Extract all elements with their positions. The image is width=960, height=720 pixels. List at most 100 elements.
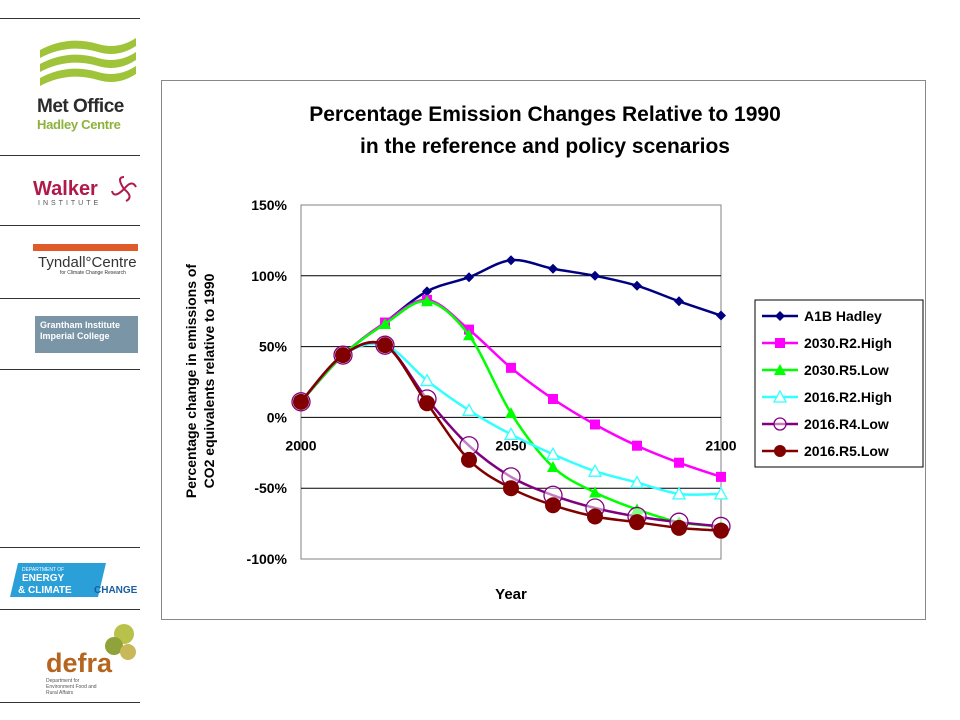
divider xyxy=(0,298,140,299)
data-point xyxy=(772,389,788,403)
divider xyxy=(0,18,140,19)
data-point xyxy=(590,270,600,281)
x-tick-label: 2100 xyxy=(705,437,736,453)
legend-entry: 2016.R5.Low xyxy=(762,443,889,459)
y-tick-label: 0% xyxy=(267,409,288,425)
data-point xyxy=(773,417,787,431)
grantham-line2: Imperial College xyxy=(40,331,110,341)
decc-line1: DEPARTMENT OF xyxy=(22,567,64,573)
data-point xyxy=(419,395,435,412)
x-tick-label: 2050 xyxy=(495,437,526,453)
data-point xyxy=(421,295,433,307)
y-tick-labels: 150% 100% 50% 0% -50% -100% xyxy=(247,197,288,567)
data-point xyxy=(775,338,785,348)
legend-label: A1B Hadley xyxy=(804,308,882,324)
grantham-line1: Grantham Institute xyxy=(40,320,121,330)
series-2016.R5.Low xyxy=(293,337,729,539)
legend-box xyxy=(754,299,924,468)
data-point xyxy=(674,296,684,307)
data-point xyxy=(629,514,645,531)
legend-entry: 2016.R2.High xyxy=(762,389,892,405)
y-tick-label: 150% xyxy=(251,197,287,213)
data-point xyxy=(461,451,477,468)
data-point xyxy=(775,311,785,321)
legend-label: 2016.R4.Low xyxy=(804,416,889,432)
data-point xyxy=(377,337,393,354)
decc-logo: DEPARTMENT OF ENERGY & CLIMATE CHANGE xyxy=(10,563,138,597)
data-point xyxy=(506,362,516,373)
walker-title: Walker xyxy=(33,178,98,200)
chart-frame: Percentage Emission Changes Relative to … xyxy=(161,80,926,620)
legend-entry: A1B Hadley xyxy=(762,308,882,324)
decc-line2: ENERGY xyxy=(22,573,65,584)
divider xyxy=(0,369,140,370)
data-point xyxy=(422,286,432,297)
data-point xyxy=(590,419,600,430)
legend-entry: 2030.R5.Low xyxy=(762,362,889,378)
legend-label: 2030.R5.Low xyxy=(804,362,889,378)
data-point xyxy=(335,347,351,364)
divider xyxy=(0,155,140,156)
y-axis-label-line2: CO2 equivalents relative to 1990 xyxy=(201,273,217,488)
data-point xyxy=(505,407,517,419)
metoffice-title: Met Office xyxy=(37,96,124,117)
data-point xyxy=(629,475,645,489)
data-point xyxy=(716,471,726,482)
data-point xyxy=(463,329,475,341)
x-tick-labels: 2000 2050 2100 xyxy=(285,437,736,453)
legend-label: 2016.R5.Low xyxy=(804,443,889,459)
defra-subtitle: Department for Environment Food and Rura… xyxy=(46,678,97,696)
data-point xyxy=(379,317,391,329)
legend: A1B Hadley 2030.R2.High 2030.R5.Low 2016.R2… xyxy=(762,308,892,459)
data-point xyxy=(632,280,642,291)
data-point xyxy=(774,445,786,457)
y-tick-label: -100% xyxy=(247,551,288,567)
decc-line3b: CHANGE xyxy=(94,585,138,596)
data-point xyxy=(674,457,684,468)
divider xyxy=(0,547,140,548)
y-axis-label-line1: Percentage change in emissions of xyxy=(183,264,199,499)
defra-title: defra xyxy=(46,648,113,678)
walker-flower-icon xyxy=(111,176,137,202)
legend-label: 2016.R2.High xyxy=(804,389,892,405)
metoffice-swoosh-icon xyxy=(40,38,136,86)
walker-subtitle: INSTITUTE xyxy=(38,200,102,207)
tyndall-title: Tyndall°Centre xyxy=(38,254,137,271)
grantham-logo: Grantham Institute Imperial College xyxy=(35,316,138,353)
emissions-line-chart: Percentage Emission Changes Relative to … xyxy=(183,103,924,603)
metoffice-subtitle: Hadley Centre xyxy=(37,117,121,132)
legend-entry: 2016.R4.Low xyxy=(762,416,889,432)
defra-leaves-icon xyxy=(105,624,136,660)
data-point xyxy=(774,364,786,375)
y-tick-label: 100% xyxy=(251,268,287,284)
series-group xyxy=(291,255,731,539)
y-tick-label: -50% xyxy=(254,480,287,496)
divider xyxy=(0,609,140,610)
data-point xyxy=(587,463,603,477)
data-point xyxy=(589,486,601,498)
data-point xyxy=(503,427,519,441)
legend-entry: 2030.R2.High xyxy=(762,335,892,351)
chart-title-line2: in the reference and policy scenarios xyxy=(360,135,730,158)
data-point xyxy=(548,393,558,404)
tyndall-bar-icon xyxy=(33,244,138,251)
data-point xyxy=(587,508,603,525)
decc-line3: & CLIMATE xyxy=(18,585,72,596)
data-point xyxy=(713,522,729,539)
x-tick-label: 2000 xyxy=(285,437,316,453)
data-point xyxy=(419,373,435,387)
data-point xyxy=(716,310,726,321)
data-point xyxy=(713,486,729,500)
data-point xyxy=(461,402,477,416)
data-point xyxy=(506,255,516,266)
divider xyxy=(0,702,140,703)
divider xyxy=(0,225,140,226)
data-point xyxy=(671,486,687,500)
data-point xyxy=(503,480,519,497)
data-point xyxy=(293,393,309,410)
data-point xyxy=(548,263,558,274)
sidebar: Met Office Hadley Centre Walker INSTITUT… xyxy=(0,0,140,720)
y-tick-label: 50% xyxy=(259,339,288,355)
data-point xyxy=(464,272,474,283)
data-point xyxy=(545,446,561,460)
